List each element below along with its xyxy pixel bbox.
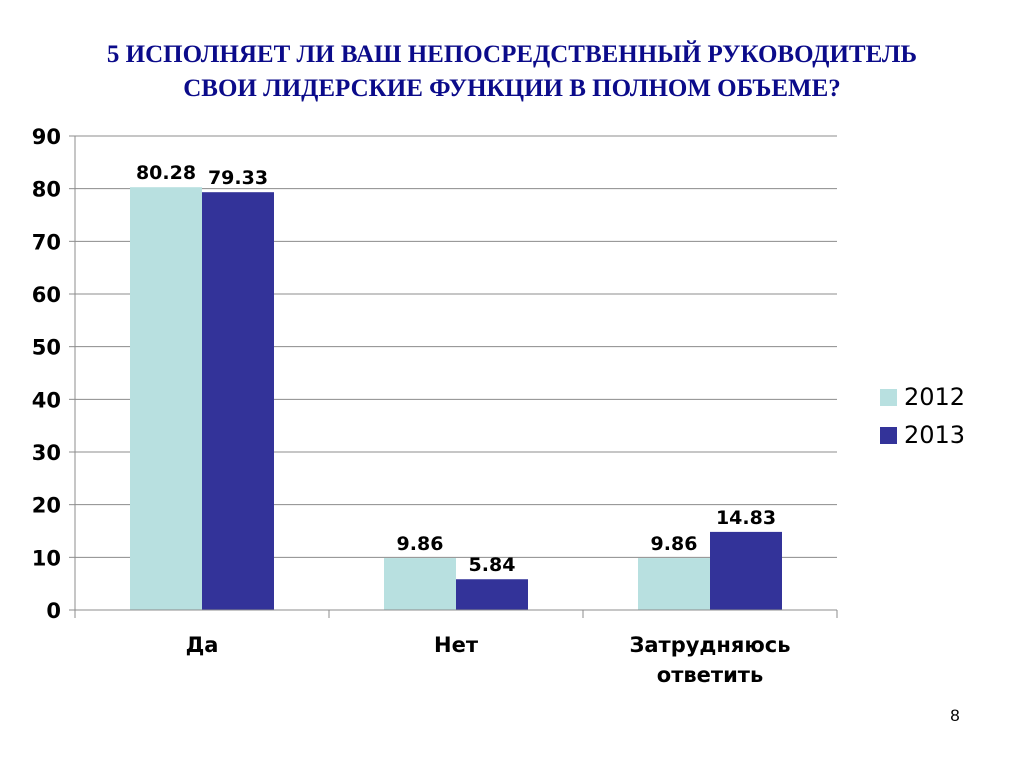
bar-2012-1 [384,558,456,610]
legend-swatch-2013 [880,426,897,444]
slide-title-line-1: 5 ИСПОЛНЯЕТ ЛИ ВАШ НЕПОСРЕДСТВЕННЫЙ РУКО… [106,41,918,68]
slide-title: 5 ИСПОЛНЯЕТ ЛИ ВАШ НЕПОСРЕДСТВЕННЫЙ РУКО… [0,38,1024,106]
legend-item-2013: 2013 [880,416,965,454]
legend-item-2012: 2012 [880,378,965,416]
y-tick-label-10: 10 [32,546,61,570]
y-tick-label-60: 60 [32,283,61,307]
y-tick-label-40: 40 [32,388,61,412]
data-label-2013-1: 5.84 [469,554,516,576]
slide-title-line-2: СВОИ ЛИДЕРСКИЕ ФУНКЦИИ В ПОЛНОМ ОБЪЕМЕ? [183,75,841,102]
data-label-2013-2: 14.83 [716,507,776,529]
y-tick-label-70: 70 [32,230,61,254]
y-tick-label-50: 50 [32,336,61,360]
y-tick-label-20: 20 [32,494,61,518]
bar-2012-0 [130,187,202,610]
bar-2013-0 [202,192,274,611]
legend-label-2012: 2012 [904,383,966,411]
x-category-label-2-1: ответить [657,663,763,687]
data-label-2012-0: 80.28 [136,162,196,184]
data-label-2012-2: 9.86 [651,533,698,555]
bar-2013-1 [456,579,528,610]
y-tick-label-90: 90 [32,125,61,149]
x-category-label-2-0: Затрудняюсь [629,633,790,657]
page-number: 8 [950,706,960,725]
x-category-label-0-0: Да [186,633,219,657]
chart-legend: 2012 2013 [880,378,965,454]
x-category-label-1-0: Нет [434,633,479,657]
data-label-2013-0: 79.33 [208,167,268,189]
y-tick-label-30: 30 [32,441,61,465]
legend-label-2013: 2013 [904,421,966,449]
data-label-2012-1: 9.86 [397,533,444,555]
y-tick-label-0: 0 [46,599,61,623]
y-tick-label-80: 80 [32,178,61,202]
bar-2012-2 [638,558,710,610]
legend-swatch-2012 [880,388,897,406]
bar-2013-2 [710,531,782,610]
